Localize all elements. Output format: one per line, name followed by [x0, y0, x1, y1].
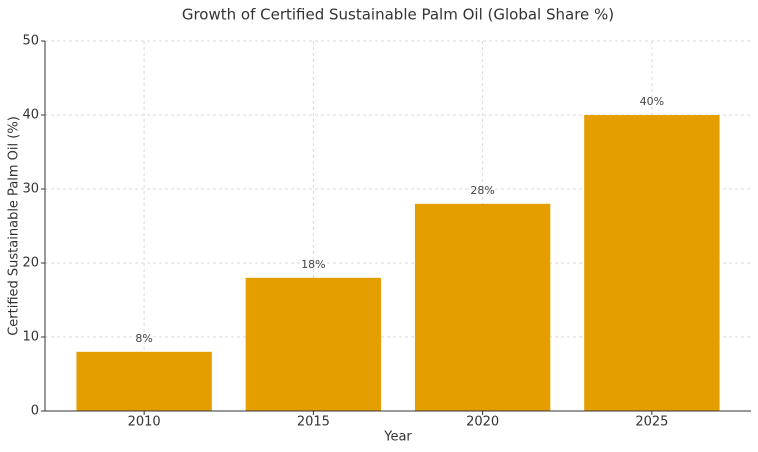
y-tick-label: 0 [31, 404, 39, 419]
y-tick-label: 10 [22, 330, 39, 345]
value-label: 8% [135, 332, 152, 345]
bar [245, 277, 382, 411]
y-axis-label: Certified Sustainable Palm Oil (%) [7, 116, 22, 336]
value-label: 18% [301, 258, 325, 271]
bar [584, 115, 720, 411]
x-axis-label: Year [383, 430, 412, 445]
bar [76, 351, 212, 411]
value-label: 28% [470, 184, 494, 197]
x-tick-label: 2010 [128, 415, 161, 430]
y-tick-label: 40 [22, 108, 39, 123]
x-tick-label: 2020 [466, 415, 499, 430]
x-tick-label: 2025 [635, 415, 668, 430]
chart-title: Growth of Certified Sustainable Palm Oil… [182, 6, 614, 24]
y-tick-label: 20 [22, 256, 39, 271]
y-tick-label: 50 [22, 34, 39, 49]
bar [414, 203, 551, 411]
x-tick-label: 2015 [297, 415, 330, 430]
value-label: 40% [640, 95, 664, 108]
y-tick-label: 30 [22, 182, 39, 197]
